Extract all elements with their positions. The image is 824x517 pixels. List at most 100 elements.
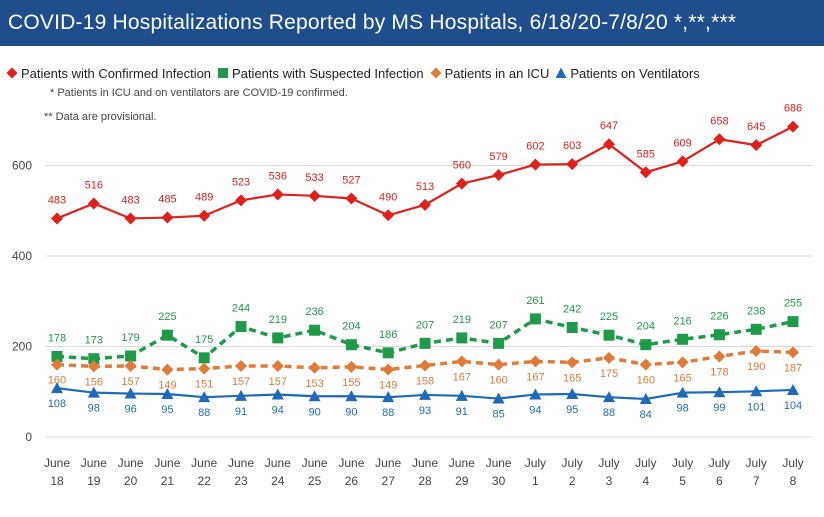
data-label: 101 — [747, 401, 765, 413]
x-tick-label-month: July — [525, 456, 546, 470]
legend: Patients with Confirmed Infection Patien… — [6, 64, 706, 82]
triangle-marker-icon — [555, 67, 567, 78]
data-point-marker — [272, 332, 284, 344]
data-point-marker — [124, 359, 137, 372]
data-point-marker — [639, 358, 652, 371]
data-label: 179 — [121, 332, 139, 344]
data-label: 485 — [158, 194, 176, 206]
data-point-marker — [51, 350, 63, 362]
data-point-marker — [124, 212, 137, 225]
data-point-marker — [603, 329, 615, 341]
data-point-marker — [87, 386, 100, 398]
data-label: 489 — [195, 192, 213, 204]
data-label: 513 — [416, 181, 434, 193]
data-point-marker — [750, 385, 763, 397]
data-point-marker — [87, 197, 100, 210]
y-tick-label: 600 — [12, 159, 32, 173]
data-label: 85 — [492, 409, 504, 421]
data-point-marker — [382, 347, 394, 359]
data-point-marker — [198, 362, 211, 375]
x-tick-label-day: 8 — [790, 474, 797, 488]
x-tick-label-month: June — [44, 456, 70, 470]
data-point-marker — [492, 392, 505, 404]
data-label: 686 — [784, 103, 802, 115]
data-label: 94 — [529, 404, 541, 416]
data-point-marker — [161, 363, 174, 376]
x-tick-label-day: 24 — [271, 474, 285, 488]
x-tick-label-month: July — [635, 456, 656, 470]
data-point-marker — [566, 356, 579, 369]
chart-title: COVID-19 Hospitalizations Reported by MS… — [0, 0, 824, 46]
data-label: 98 — [676, 403, 688, 415]
x-tick-label-month: June — [154, 456, 180, 470]
data-label: 88 — [603, 407, 615, 419]
x-tick-label-month: June — [412, 456, 438, 470]
data-label: 533 — [305, 172, 323, 184]
data-point-marker — [456, 332, 468, 344]
data-label: 645 — [747, 121, 765, 133]
data-label: 175 — [600, 368, 618, 380]
x-tick-label-month: July — [746, 456, 767, 470]
x-tick-label-month: June — [338, 456, 364, 470]
footnote-icu-ventilators: * Patients in ICU and on ventilators are… — [50, 87, 348, 99]
data-point-marker — [677, 333, 689, 345]
legend-label-ventilators: Patients on Ventilators — [570, 65, 700, 81]
data-point-marker — [419, 359, 431, 372]
data-point-marker — [308, 361, 321, 374]
data-point-marker — [87, 360, 100, 373]
x-tick-label-day: 4 — [642, 474, 649, 488]
data-label: 219 — [453, 314, 471, 326]
data-point-marker — [787, 383, 799, 395]
data-label: 157 — [269, 376, 287, 388]
data-point-marker — [713, 350, 726, 363]
data-point-marker — [198, 352, 210, 364]
data-point-marker — [676, 155, 689, 168]
data-point-marker — [529, 313, 541, 325]
data-point-marker — [787, 346, 799, 359]
data-label: 160 — [48, 375, 66, 387]
data-label: 88 — [198, 407, 210, 419]
x-tick-label-month: June — [486, 456, 512, 470]
data-label: 160 — [489, 375, 507, 387]
data-point-marker — [124, 387, 137, 399]
data-point-marker — [345, 192, 358, 205]
data-point-marker — [308, 189, 321, 202]
data-label: 207 — [416, 319, 434, 331]
data-label: 647 — [600, 120, 618, 132]
data-label: 560 — [453, 160, 471, 172]
x-tick-label-month: July — [782, 456, 803, 470]
data-point-marker — [603, 138, 615, 151]
data-point-marker — [566, 321, 578, 333]
data-label: 609 — [673, 137, 691, 149]
data-label: 204 — [342, 321, 360, 333]
data-point-marker — [787, 316, 799, 328]
legend-item-icu: Patients in an ICU — [430, 65, 550, 81]
data-label: 178 — [48, 332, 66, 344]
data-point-marker — [419, 388, 431, 400]
data-label: 178 — [710, 366, 728, 378]
data-point-marker — [88, 353, 100, 365]
data-point-marker — [566, 158, 579, 171]
data-label: 244 — [232, 303, 250, 315]
x-tick-label-day: 27 — [382, 474, 396, 488]
data-label: 167 — [526, 371, 544, 383]
data-label: 157 — [232, 376, 250, 388]
data-label: 261 — [526, 295, 544, 307]
data-label: 490 — [379, 191, 397, 203]
data-label: 155 — [342, 377, 360, 389]
data-label: 238 — [747, 305, 765, 317]
data-label: 516 — [85, 180, 103, 192]
data-label: 483 — [48, 194, 66, 206]
data-point-marker — [713, 133, 726, 146]
data-label: 96 — [124, 404, 136, 416]
data-point-marker — [382, 209, 395, 222]
legend-label-icu: Patients in an ICU — [444, 65, 550, 81]
data-point-marker — [529, 355, 542, 368]
y-tick-label: 400 — [12, 249, 32, 263]
data-label: 156 — [85, 376, 103, 388]
x-tick-label-day: 7 — [753, 474, 760, 488]
x-tick-label-month: July — [598, 456, 619, 470]
data-label: 151 — [195, 379, 213, 391]
x-tick-label-day: 5 — [679, 474, 686, 488]
